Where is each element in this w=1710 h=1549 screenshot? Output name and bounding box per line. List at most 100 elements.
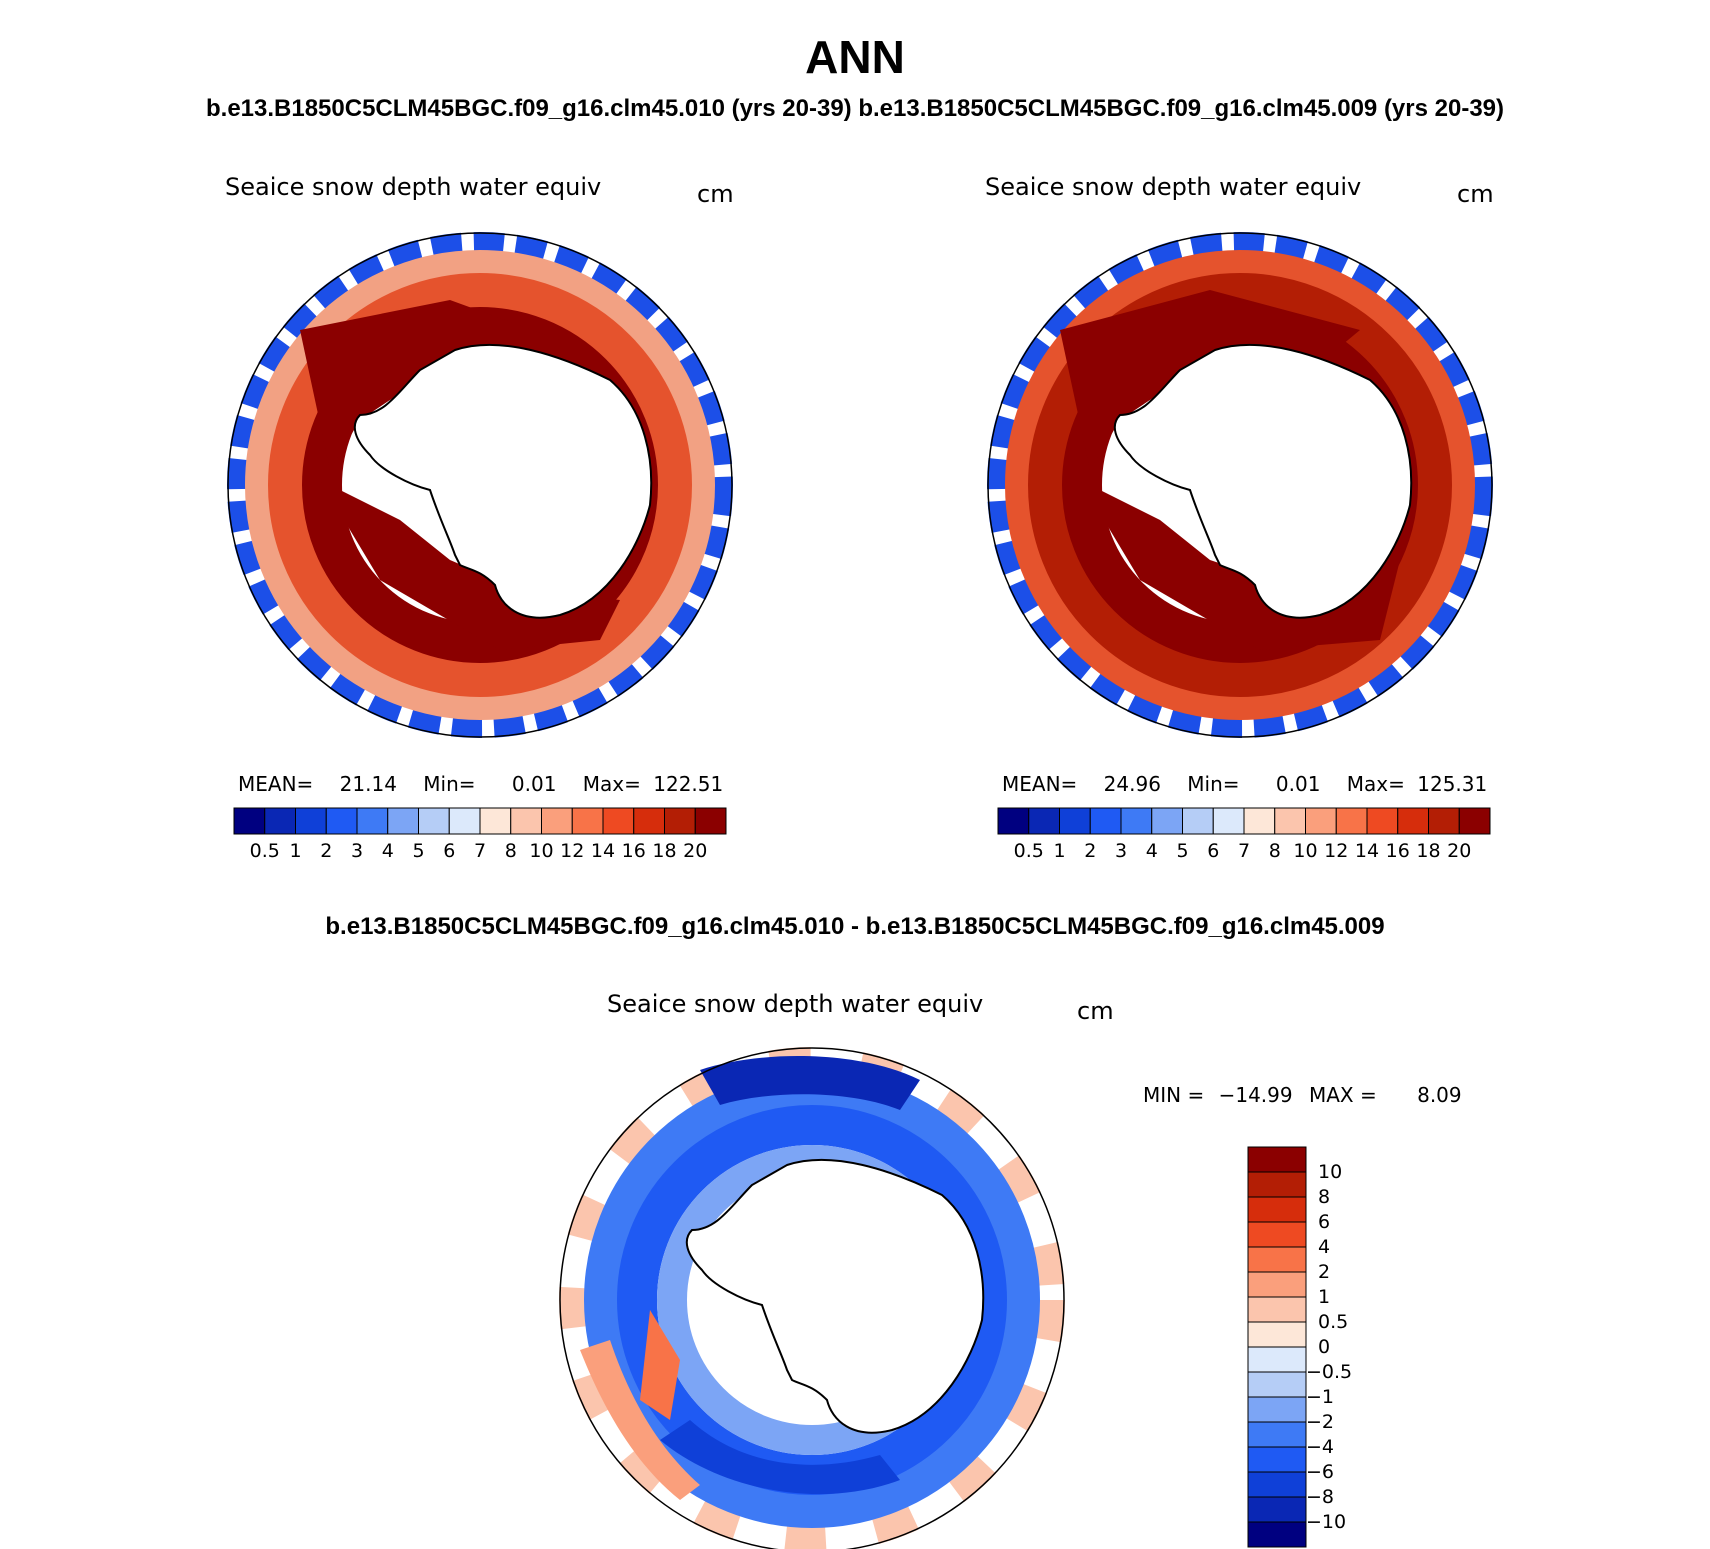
panel1-colorbar-box [541, 807, 573, 835]
panel1-min-value: 0.01 [511, 772, 557, 796]
diff-colorbar-tick-label: 4 [1318, 1236, 1331, 1258]
diff-colorbar-tick-label: 8 [1318, 1186, 1331, 1208]
diff-colorbar-tick-label: −10 [1306, 1511, 1347, 1533]
diff-colorbar-tick-label: 1 [1318, 1286, 1331, 1308]
panel2-colorbar-box [1274, 807, 1306, 835]
panel1-colorbar-box [448, 807, 481, 835]
figure-subtitle: b.e13.B1850C5CLM45BGC.f09_g16.clm45.010 … [205, 95, 1505, 122]
panel1-colorbar-box [479, 807, 512, 835]
panel2-colorbar-box [1028, 807, 1060, 835]
diff-colorbar-ticks: 10 8 6 4 2 1 0.5 0 −0.5 −1 −2 −4 −6 −8 −10 [1306, 1147, 1394, 1547]
panel1-colorbar-box [325, 807, 358, 835]
panel2-colorbar-tick-label: 12 [1324, 840, 1349, 862]
panel2-colorbar-box [1151, 807, 1183, 835]
panel2-colorbar-tick-label: 2 [1084, 840, 1097, 862]
panel1-colorbar-tick-label: 8 [504, 840, 517, 862]
diff-max-label: MAX = [1308, 1083, 1377, 1107]
panel1-map-boundary [227, 232, 733, 738]
panel1-colorbar-box [295, 807, 327, 835]
panel2-colorbar-tick-label: 7 [1237, 840, 1251, 862]
panel2-colorbar-box [1059, 807, 1091, 835]
panel2-stats: MEAN= 24.96 Min= 0.01 Max= 125.31 [1002, 772, 1487, 796]
panel2-colorbar-tick-label: 20 [1447, 840, 1472, 862]
panel1-colorbar-tick-label: 14 [590, 840, 616, 862]
panel1-colorbar-ticks: 0.5 1 2 3 4 5 6 7 8 10 12 14 16 18 20 [234, 840, 726, 864]
panel1-colorbar-box [633, 807, 665, 835]
diff-colorbar-box [1247, 1371, 1307, 1398]
panel1-colorbar-box [510, 807, 542, 835]
panel2-colorbar [997, 807, 1491, 835]
diff-colorbar-box [1247, 1221, 1307, 1248]
diff-colorbar-tick-label: −0.5 [1306, 1361, 1353, 1383]
panel2-colorbar-tick-label: 16 [1385, 840, 1410, 862]
panel2-colorbar-tick-label: 14 [1354, 840, 1380, 862]
diff-colorbar-box [1247, 1171, 1307, 1198]
panel2-colorbar-box [1243, 807, 1276, 835]
panel1-colorbar-tick-label: 6 [443, 840, 456, 862]
panel1-antarctica-landmass [353, 343, 653, 619]
panel1-colorbar-tick-label: 7 [473, 840, 487, 862]
panel1-max-value: 122.51 [653, 772, 724, 796]
panel1-mean-label: MEAN= [238, 772, 314, 796]
diff-colorbar-box [1247, 1246, 1307, 1273]
panel1-colorbar [233, 807, 727, 835]
diff-colorbar-box [1247, 1196, 1307, 1223]
panel2-colorbar-tick-label: 10 [1293, 840, 1318, 862]
diff-colorbar-box [1247, 1321, 1307, 1348]
diff-colorbar-box [1247, 1346, 1307, 1373]
diff-map-boundary [559, 1047, 1065, 1549]
panel1-colorbar-box [571, 807, 604, 835]
diff-colorbar-box [1247, 1446, 1307, 1473]
panel1-colorbar-box [602, 807, 635, 835]
diff-colorbar-tick-label: 10 [1318, 1161, 1343, 1183]
panel2-colorbar-tick-label: 3 [1114, 840, 1128, 862]
panel1-colorbar-tick-label: 5 [412, 840, 425, 862]
panel2-colorbar-box [1428, 807, 1460, 835]
panel1-colorbar-box [233, 807, 266, 835]
diff-max-value: 8.09 [1417, 1083, 1462, 1107]
panel1-variable-label: Seaice snow depth water equiv [225, 173, 602, 201]
diff-colorbar-box [1247, 1396, 1307, 1423]
panel1-colorbar-tick-label: 1 [289, 840, 302, 862]
diff-colorbar-tick-label: −2 [1306, 1411, 1335, 1433]
panel2-colorbar-box [1397, 807, 1429, 835]
panel1-colorbar-tick-label: 3 [350, 840, 364, 862]
panel2-max-label: Max= [1346, 772, 1405, 796]
diff-colorbar-tick-label: 0 [1318, 1336, 1331, 1358]
diff-title: b.e13.B1850C5CLM45BGC.f09_g16.clm45.010 … [325, 913, 1385, 940]
panel2-colorbar-tick-label: 4 [1145, 840, 1158, 862]
panel2-colorbar-tick-label: 18 [1416, 840, 1441, 862]
panel2-colorbar-tick-label: 6 [1207, 840, 1220, 862]
diff-colorbar-tick-label: 2 [1318, 1261, 1331, 1283]
panel1-colorbar-tick-label: 16 [621, 840, 646, 862]
panel2-colorbar-box [1212, 807, 1245, 835]
panel2-colorbar-tick-label: 8 [1268, 840, 1281, 862]
panel2-mean-label: MEAN= [1002, 772, 1078, 796]
diff-colorbar-box [1247, 1521, 1307, 1548]
panel1-colorbar-box [418, 807, 450, 835]
diff-colorbar-tick-label: 0.5 [1318, 1311, 1349, 1333]
panel1-colorbar-box [264, 807, 296, 835]
panel1-stats: MEAN= 21.14 Min= 0.01 Max= 122.51 [238, 772, 723, 796]
panel2-map-boundary [987, 232, 1493, 738]
panel1-colorbar-box [694, 807, 727, 835]
diff-colorbar-box [1247, 1296, 1307, 1323]
diff-colorbar-box [1247, 1271, 1307, 1298]
panel2-min-value: 0.01 [1275, 772, 1321, 796]
panel1-colorbar-tick-label: 12 [560, 840, 585, 862]
diff-colorbar-box [1247, 1471, 1307, 1498]
diff-min-label: MIN = [1143, 1083, 1205, 1107]
diff-units-label: cm [1077, 997, 1114, 1025]
panel1-colorbar-tick-label: 0.5 [249, 840, 280, 862]
panel2-units-label: cm [1457, 180, 1494, 208]
diff-colorbar [1247, 1146, 1307, 1548]
diff-variable-label: Seaice snow depth water equiv [607, 990, 984, 1018]
diff-colorbar-tick-label: −1 [1306, 1386, 1335, 1408]
diff-minmax: MIN = −14.99 MAX = 8.09 [1143, 1083, 1462, 1107]
diff-colorbar-tick-label: −4 [1306, 1436, 1335, 1458]
panel1-colorbar-tick-label: 10 [529, 840, 554, 862]
panel2-min-label: Min= [1187, 772, 1240, 796]
